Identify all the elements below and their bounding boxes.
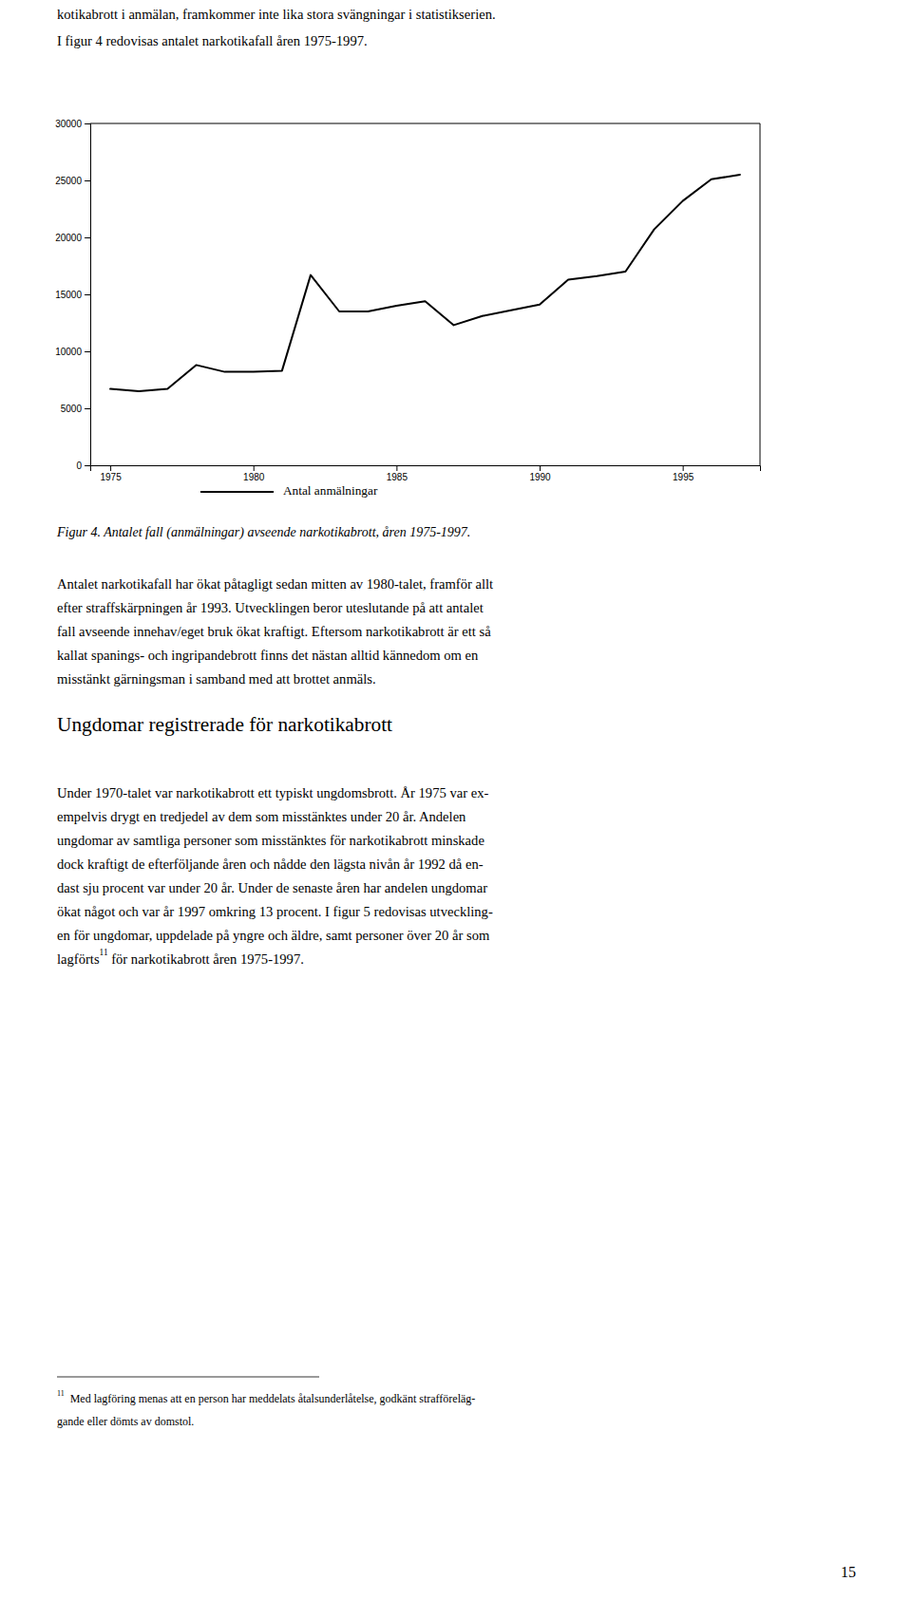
y-tick-label: 0	[76, 460, 82, 472]
body-text: kallat spanings- och ingripandebrott fin…	[57, 647, 479, 664]
y-tick-mark	[84, 123, 91, 125]
y-axis-line	[84, 124, 92, 467]
y-tick: 25000	[55, 175, 91, 187]
body-text: dock kraftigt de efterföljande åren och …	[57, 856, 484, 873]
y-tick-mark	[84, 351, 91, 353]
x-axis: 1975 1980 1985 1990 1995	[91, 465, 761, 483]
x-tick-label: 1980	[243, 472, 266, 483]
y-tick: 30000	[55, 118, 91, 130]
y-tick-label: 25000	[55, 175, 82, 187]
footnote: 11 Med lagföring menas att en person har …	[57, 1389, 475, 1406]
footnote-mark: 11	[57, 1389, 65, 1399]
x-tick-mark	[253, 465, 255, 472]
y-tick-mark	[84, 294, 91, 296]
x-tick-mark	[110, 465, 112, 472]
body-text: empelvis drygt en tredjedel av dem som m…	[57, 809, 467, 825]
y-tick: 15000	[55, 289, 91, 301]
footnote-text: gande eller dömts av domstol.	[57, 1415, 194, 1429]
x-tick: 1985	[386, 465, 409, 483]
x-tick: 1990	[529, 465, 551, 483]
intro-text: kotikabrott i anmälan, framkommer inte l…	[57, 6, 496, 22]
footnote-ref: 11	[99, 948, 109, 958]
plot-frame	[760, 123, 761, 466]
y-axis: 0 5000 10000 15000 20000 25000 30000	[55, 118, 91, 472]
x-tick-mark	[396, 465, 398, 472]
footnote-text: Med lagföring menas att en person har me…	[70, 1392, 476, 1406]
x-tick-label: 1985	[386, 472, 409, 483]
y-tick-mark	[84, 408, 91, 410]
y-tick-mark	[84, 465, 91, 467]
x-tick: 1975	[99, 465, 122, 483]
y-tick: 5000	[60, 403, 91, 415]
y-tick: 20000	[55, 232, 91, 244]
page-number: 15	[840, 1564, 856, 1581]
heading: Ungdomar registrerade för narkotikabrott	[57, 713, 393, 737]
legend-swatch	[200, 491, 274, 494]
y-tick-label: 15000	[55, 289, 82, 301]
y-tick-label: 30000	[55, 118, 82, 130]
body-text: en för ungdomar, uppdelade på yngre och …	[57, 928, 491, 944]
intro-text: I figur 4 redovisas antalet narkotikafal…	[57, 33, 368, 49]
body-text: efter straffskärpningen år 1993. Utveckl…	[57, 600, 484, 616]
body-text: lagförts11 för narkotikabrott åren 1975-…	[57, 948, 304, 968]
y-tick-label: 10000	[55, 346, 82, 358]
body-text: Under 1970-talet var narkotikabrott ett …	[57, 785, 489, 801]
footnote-rule	[57, 1377, 320, 1379]
plot-area	[110, 174, 741, 392]
body-text: för narkotikabrott åren 1975-1997.	[108, 951, 304, 968]
caption: Figur 4. Antalet fall (anmälningar) avse…	[56, 525, 471, 541]
series-line	[110, 174, 741, 392]
y-tick-mark	[84, 180, 91, 182]
x-tick-label: 1995	[672, 472, 695, 483]
body-text: fall avseende innehav/eget bruk ökat kra…	[57, 624, 492, 640]
y-tick-label: 5000	[60, 403, 83, 415]
x-tick: 1980	[243, 465, 266, 483]
page: kotikabrott i anmälan, framkommer inte l…	[0, 0, 912, 1600]
body-text: dast sju procent var under 20 år. Under …	[57, 880, 488, 896]
x-tick-label: 1990	[529, 472, 551, 483]
y-tick: 0	[76, 460, 91, 472]
x-tick-label: 1975	[99, 472, 122, 483]
body-text: Antalet narkotikafall har ökat påtagligt…	[57, 576, 494, 592]
y-tick-label: 20000	[55, 232, 82, 244]
x-tick-mark	[683, 465, 684, 472]
y-tick: 10000	[55, 346, 91, 358]
body-text: ungdomar av samtliga personer som misstä…	[57, 833, 485, 849]
x-tick: 1995	[672, 465, 695, 483]
body-text: misstänkt gärningsman i samband med att …	[57, 671, 377, 687]
legend-label: Antal anmälningar	[283, 483, 379, 498]
y-tick-mark	[84, 237, 91, 239]
x-tick-mark	[539, 465, 541, 472]
body-text: ökat något och var år 1997 omkring 13 pr…	[57, 904, 494, 920]
chart: 1975 1980 1985 1990 1995 0 5000 10000 15000 20000…	[55, 118, 760, 483]
legend: Antal anmälningar	[200, 483, 379, 498]
plot-frame	[90, 123, 760, 125]
body-text: lagförts	[57, 951, 100, 968]
x-axis-line	[91, 466, 761, 473]
